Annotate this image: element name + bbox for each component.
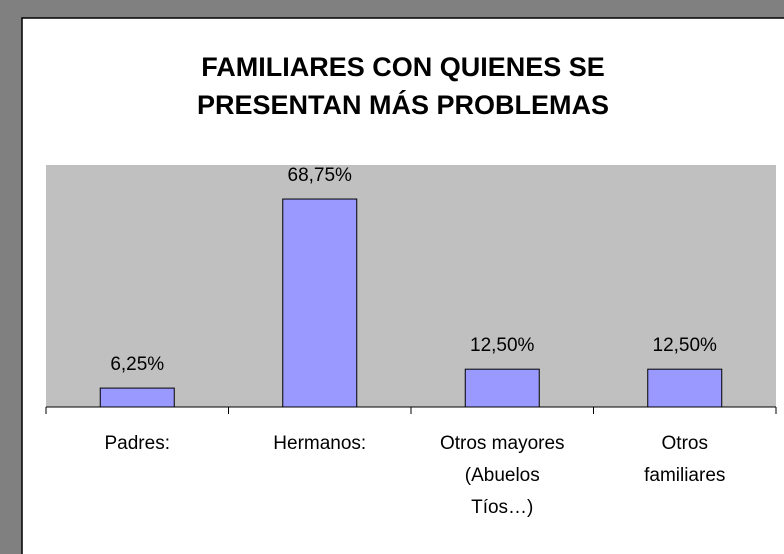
x-tick-label: Hermanos: bbox=[273, 433, 367, 454]
data-label: 12,50% bbox=[652, 335, 717, 357]
x-tick-label: Otros mayores (Abuelos Tíos…) bbox=[439, 433, 565, 518]
x-tick-label: Padres: bbox=[104, 433, 170, 454]
bar bbox=[647, 368, 723, 408]
data-label: 6,25% bbox=[110, 354, 165, 376]
x-tick-label: Otros familiares bbox=[644, 433, 726, 486]
data-label: 12,50% bbox=[470, 335, 535, 357]
chart-title: FAMILIARES CON QUIENES SE PRESENTAN MÁS … bbox=[196, 52, 610, 120]
data-label: 68,75% bbox=[287, 165, 352, 187]
plot-area bbox=[46, 165, 776, 407]
bar bbox=[464, 368, 540, 408]
bar bbox=[282, 198, 358, 408]
bar bbox=[99, 387, 175, 408]
